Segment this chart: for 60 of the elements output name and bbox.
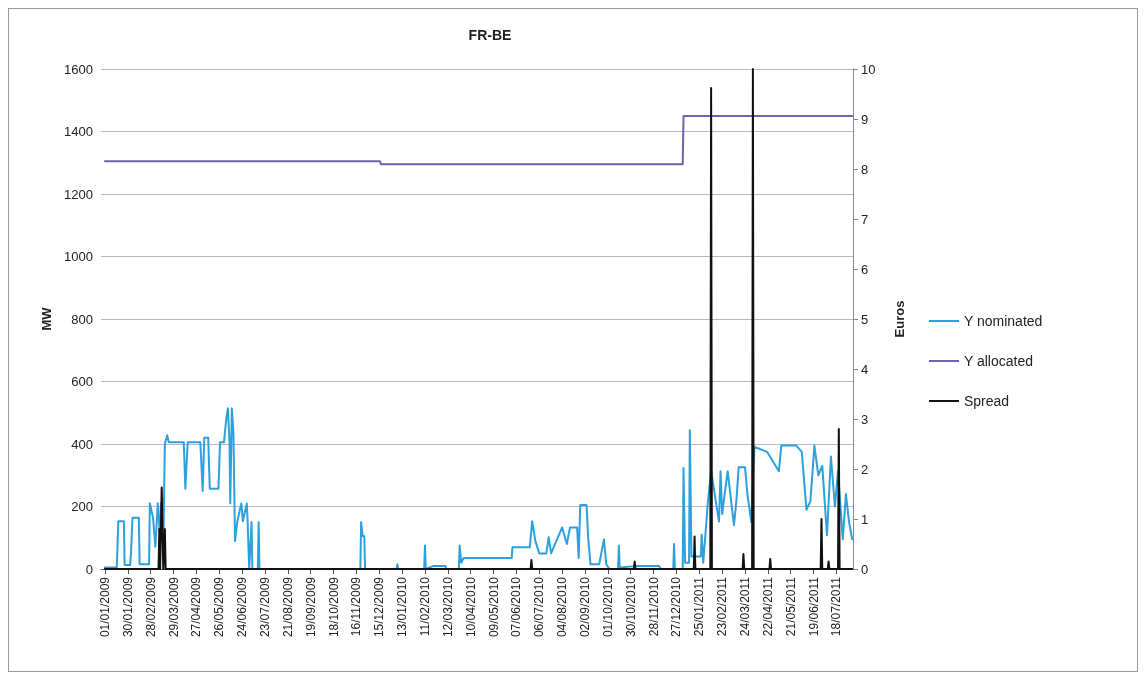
x-tick-label: 10/04/2010 xyxy=(463,576,478,638)
y2-tick-label: 0 xyxy=(861,561,869,577)
y-tick-label: 1200 xyxy=(64,186,93,202)
x-tick-label: 16/11/2009 xyxy=(349,576,364,637)
x-tick-label: 28/11/2010 xyxy=(646,576,661,637)
x-tick-label: 24/03/2011 xyxy=(738,576,753,637)
y2-tick-label: 9 xyxy=(861,111,869,127)
x-tick-label: 01/01/2009 xyxy=(97,576,112,638)
x-tick-label: 18/10/2009 xyxy=(326,576,341,638)
x-tick-label: 23/07/2009 xyxy=(257,576,272,638)
y2-axis-title: Euros xyxy=(892,300,907,338)
legend-label: Y allocated xyxy=(964,353,1034,369)
x-tick-label: 21/05/2011 xyxy=(783,576,798,637)
x-tick-label: 26/05/2009 xyxy=(212,576,227,638)
y2-tick-label: 2 xyxy=(861,461,869,477)
x-tick-label: 09/05/2010 xyxy=(486,576,501,638)
x-tick-label: 25/01/2011 xyxy=(692,576,707,637)
y2-tick-label: 5 xyxy=(861,311,869,327)
x-tick-label: 02/09/2010 xyxy=(577,576,592,638)
legend-label: Y nominated xyxy=(964,313,1043,329)
x-tick-label: 18/07/2011 xyxy=(829,576,844,637)
y-tick-label: 0 xyxy=(85,561,93,577)
x-tick-label: 23/02/2011 xyxy=(715,576,730,637)
x-tick-label: 28/02/2009 xyxy=(143,576,158,638)
y-tick-label: 200 xyxy=(71,499,93,514)
x-tick-label: 15/12/2009 xyxy=(372,576,387,638)
x-tick-label: 06/07/2010 xyxy=(532,576,547,638)
x-tick-label: 24/06/2009 xyxy=(235,576,250,638)
y-tick-label: 1000 xyxy=(64,249,93,264)
y2-tick-label: 3 xyxy=(861,411,869,427)
y-axis-title: MW xyxy=(39,306,55,331)
y-tick-label: 400 xyxy=(71,436,93,452)
x-tick-label: 19/09/2009 xyxy=(303,576,318,638)
x-tick-label: 01/10/2010 xyxy=(600,576,615,638)
x-tick-label: 04/08/2010 xyxy=(555,576,570,638)
x-tick-label: 11/02/2010 xyxy=(417,576,432,637)
y-tick-label: 800 xyxy=(71,311,93,327)
x-tick-label: 21/08/2009 xyxy=(280,576,295,638)
y2-tick-label: 4 xyxy=(861,361,869,377)
x-tick-label: 30/01/2009 xyxy=(120,576,135,638)
x-tick-label: 19/06/2011 xyxy=(806,576,821,637)
y2-tick-label: 10 xyxy=(861,61,876,77)
line-series xyxy=(103,407,854,570)
chart-title: FR-BE xyxy=(468,27,512,43)
y2-tick-label: 1 xyxy=(861,511,869,527)
x-tick-label: 13/01/2010 xyxy=(395,576,410,638)
x-tick-label: 29/03/2009 xyxy=(166,576,181,638)
x-tick-label: 22/04/2011 xyxy=(760,576,775,637)
y-tick-label: 600 xyxy=(71,374,93,389)
x-tick-label: 30/10/2010 xyxy=(623,576,638,638)
y-tick-label: 1600 xyxy=(64,61,93,77)
y2-tick-label: 6 xyxy=(861,261,869,277)
y2-tick-label: 8 xyxy=(861,161,869,177)
x-tick-label: 27/04/2009 xyxy=(189,576,204,638)
legend-label: Spread xyxy=(964,393,1010,409)
x-tick-label: 07/06/2010 xyxy=(509,576,524,638)
x-tick-label: 12/03/2010 xyxy=(440,576,455,638)
y-tick-label: 1400 xyxy=(64,124,93,139)
x-tick-label: 27/12/2010 xyxy=(669,576,684,638)
y2-tick-label: 7 xyxy=(861,211,869,227)
